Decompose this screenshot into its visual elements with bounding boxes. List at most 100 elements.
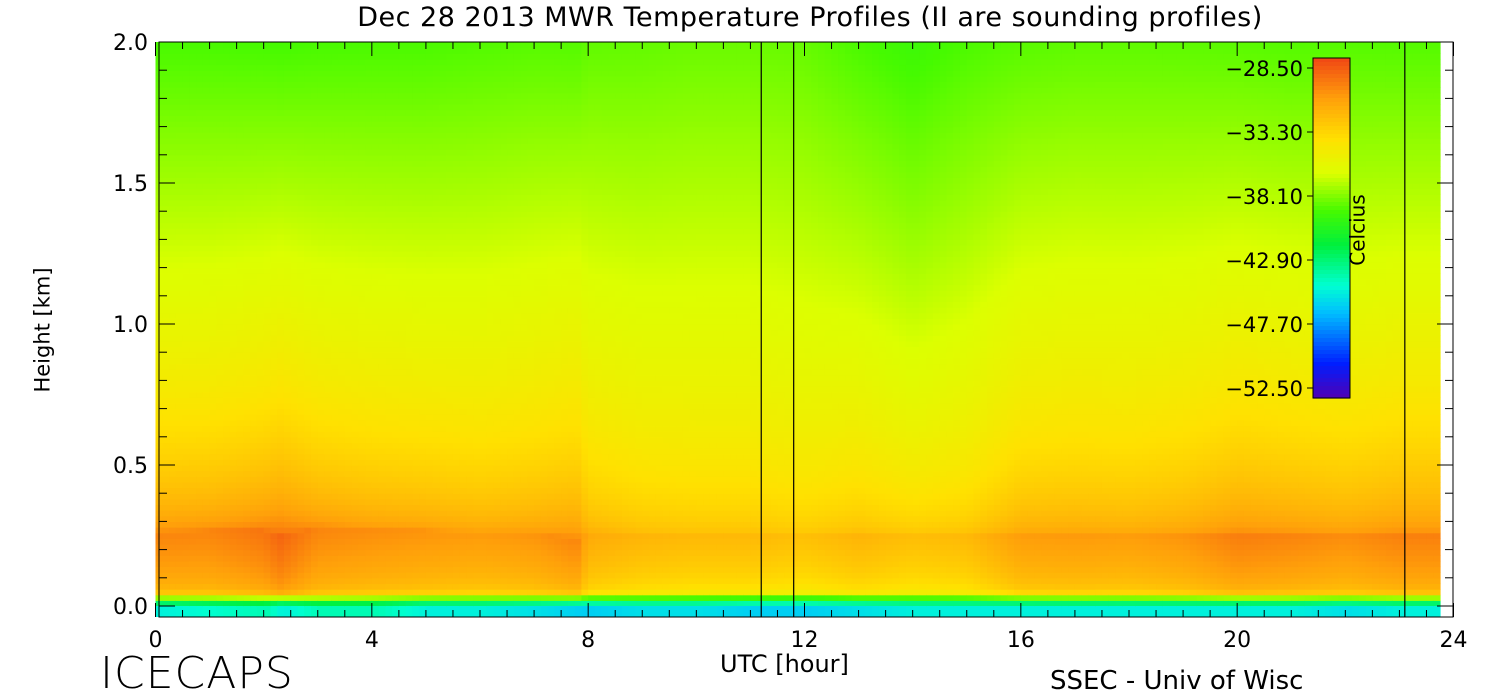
heatmap-cell bbox=[358, 228, 366, 235]
heatmap-cell bbox=[256, 521, 265, 528]
heatmap-cell bbox=[371, 64, 380, 71]
heatmap-cell bbox=[351, 600, 359, 607]
heatmap-cell bbox=[459, 583, 468, 590]
heatmap-cell bbox=[466, 391, 474, 398]
heatmap-cell bbox=[358, 425, 366, 432]
heatmap-cell bbox=[358, 436, 366, 444]
heatmap-cell bbox=[196, 53, 204, 60]
heatmap-cell bbox=[256, 510, 265, 517]
heatmap-cell bbox=[419, 160, 427, 167]
heatmap-cell bbox=[324, 442, 332, 449]
heatmap-cell bbox=[236, 64, 244, 71]
heatmap-cell bbox=[331, 137, 339, 145]
heatmap-cell bbox=[378, 566, 386, 573]
heatmap-cell bbox=[338, 75, 346, 83]
heatmap-cell bbox=[378, 75, 386, 83]
heatmap-cell bbox=[270, 137, 278, 145]
heatmap-cell bbox=[317, 363, 326, 370]
heatmap-cell bbox=[439, 425, 447, 432]
heatmap-cell bbox=[486, 572, 495, 579]
heatmap-cell bbox=[216, 132, 224, 139]
heatmap-cell bbox=[344, 222, 353, 229]
heatmap-cell bbox=[378, 419, 386, 427]
heatmap-cell bbox=[378, 228, 386, 235]
heatmap-cell bbox=[365, 70, 373, 77]
heatmap-cell bbox=[358, 402, 366, 410]
heatmap-cell bbox=[297, 329, 305, 336]
heatmap-cell bbox=[310, 312, 319, 319]
heatmap-cell bbox=[263, 205, 272, 212]
heatmap-cell bbox=[270, 115, 278, 122]
heatmap-cell bbox=[365, 318, 373, 325]
heatmap-cell bbox=[459, 465, 468, 472]
heatmap-cell bbox=[175, 363, 184, 370]
heatmap-cell bbox=[310, 301, 319, 308]
heatmap-cell bbox=[196, 391, 204, 398]
heatmap-cell bbox=[162, 261, 170, 269]
heatmap-cell bbox=[277, 346, 285, 353]
heatmap-cell bbox=[412, 459, 420, 466]
heatmap-cell bbox=[358, 301, 366, 308]
heatmap-cell bbox=[385, 357, 393, 365]
heatmap-cell bbox=[412, 98, 420, 105]
heatmap-cell bbox=[344, 419, 353, 427]
heatmap-cell bbox=[480, 239, 488, 246]
heatmap-cell bbox=[216, 397, 224, 404]
heatmap-cell bbox=[304, 380, 312, 387]
heatmap-cell bbox=[331, 487, 339, 494]
heatmap-cell bbox=[385, 301, 393, 308]
heatmap-cell bbox=[425, 419, 434, 427]
heatmap-cell bbox=[331, 194, 339, 201]
heatmap-cell bbox=[412, 340, 420, 348]
heatmap-cell bbox=[270, 577, 278, 585]
heatmap-cell bbox=[365, 527, 373, 534]
heatmap-cell bbox=[385, 120, 393, 128]
heatmap-cell bbox=[439, 340, 447, 348]
heatmap-cell bbox=[452, 543, 461, 551]
heatmap-cell bbox=[405, 369, 413, 376]
heatmap-cell bbox=[223, 295, 231, 303]
heatmap-cell bbox=[243, 386, 251, 393]
heatmap-cell bbox=[277, 487, 285, 494]
heatmap-cell bbox=[351, 233, 359, 240]
heatmap-cell bbox=[378, 205, 386, 212]
heatmap-cell bbox=[344, 391, 353, 398]
heatmap-cell bbox=[196, 284, 204, 291]
heatmap-cell bbox=[419, 194, 427, 201]
heatmap-cell bbox=[385, 47, 393, 54]
heatmap-cell bbox=[223, 453, 231, 460]
heatmap-cell bbox=[473, 188, 481, 195]
heatmap-cell bbox=[277, 290, 285, 297]
heatmap-cell bbox=[338, 307, 346, 314]
heatmap-cell bbox=[229, 295, 238, 303]
heatmap-cell bbox=[209, 160, 217, 167]
heatmap-cell bbox=[196, 498, 204, 506]
heatmap-cell bbox=[425, 318, 434, 325]
heatmap-cell bbox=[439, 527, 447, 534]
heatmap-cell bbox=[304, 419, 312, 427]
heatmap-cell bbox=[202, 104, 211, 111]
heatmap-cell bbox=[371, 515, 380, 522]
heatmap-cell bbox=[175, 521, 184, 528]
heatmap-cell bbox=[236, 58, 244, 66]
heatmap-cell bbox=[351, 290, 359, 297]
heatmap-cell bbox=[229, 228, 238, 235]
heatmap-cell bbox=[365, 431, 373, 438]
heatmap-cell bbox=[439, 397, 447, 404]
heatmap-cell bbox=[385, 481, 393, 489]
heatmap-cell bbox=[263, 70, 272, 77]
heatmap-cell bbox=[473, 222, 481, 229]
heatmap-cell bbox=[466, 374, 474, 381]
heatmap-cell bbox=[169, 521, 177, 528]
heatmap-cell bbox=[385, 442, 393, 449]
heatmap-cell bbox=[392, 64, 400, 71]
heatmap-cell bbox=[351, 256, 359, 263]
heatmap-cell bbox=[480, 459, 488, 466]
heatmap-cell bbox=[466, 149, 474, 156]
heatmap-cell bbox=[236, 70, 244, 77]
heatmap-cell bbox=[351, 92, 359, 99]
heatmap-cell bbox=[283, 600, 292, 607]
heatmap-cell bbox=[392, 532, 400, 539]
heatmap-cell bbox=[365, 419, 373, 427]
heatmap-cell bbox=[263, 273, 272, 280]
